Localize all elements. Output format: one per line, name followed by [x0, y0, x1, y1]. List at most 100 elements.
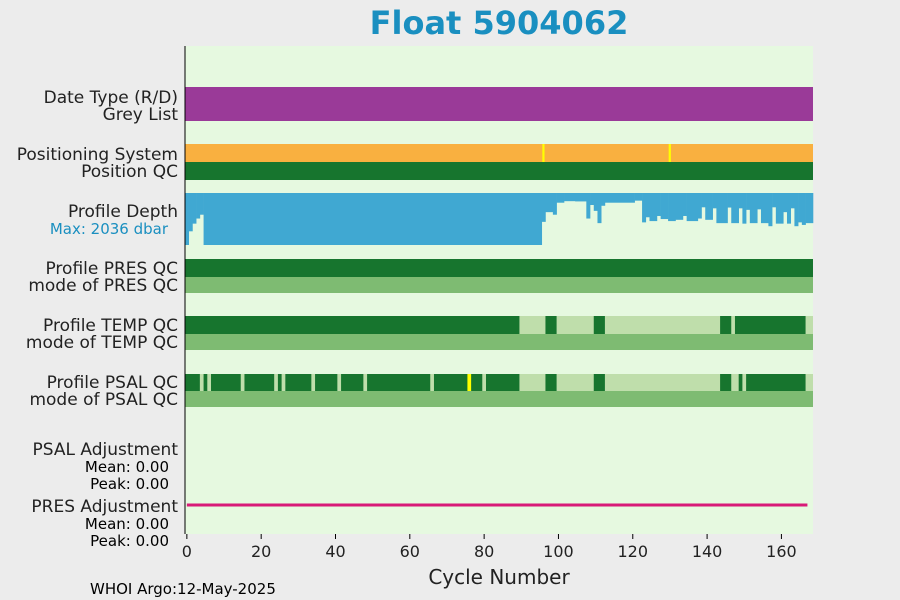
profile-depth-bar — [192, 193, 197, 224]
label-temp-qc: Profile TEMP QC — [43, 316, 178, 336]
x-tick-label: 160 — [766, 542, 797, 561]
temp-qc-segment — [805, 316, 813, 334]
profile-depth-bar — [642, 193, 647, 223]
profile-depth-bar — [634, 193, 643, 201]
profile-depth-bar — [794, 193, 799, 227]
max-depth-label: Max: 2036 dbar — [50, 220, 169, 238]
profile-depth-bar — [783, 193, 788, 213]
profile-depth-bar — [656, 193, 661, 216]
positioning-system-bar — [185, 144, 813, 162]
label-psal-qc: Profile PSAL QC — [47, 373, 178, 393]
temp-mode-bar — [185, 334, 813, 350]
profile-depth-bar — [768, 193, 773, 227]
row-sublabels: Max: 2036 dbar Mean: 0.00 Peak: 0.00 Mea… — [50, 220, 169, 550]
pres-mean-label: Mean: 0.00 — [85, 515, 169, 533]
profile-depth-bar — [742, 193, 747, 224]
profile-depth-bar — [199, 193, 204, 215]
x-axis-label: Cycle Number — [428, 565, 570, 589]
profile-depth-bar — [712, 193, 717, 209]
profile-depth-bar — [697, 193, 702, 219]
label-profile-depth: Profile Depth — [68, 202, 178, 222]
positioning-marker — [668, 144, 671, 162]
psal-qc-segment — [805, 374, 813, 391]
profile-depth-bar — [805, 193, 814, 224]
x-tick-label: 80 — [474, 542, 494, 561]
profile-depth-bar — [660, 193, 669, 220]
profile-depth-bar — [203, 193, 543, 245]
label-positioning-system: Positioning System — [17, 145, 178, 165]
profile-depth-bar — [564, 193, 576, 202]
profile-depth-bar — [701, 193, 706, 208]
label-psal-adjustment: PSAL Adjustment — [33, 440, 179, 460]
x-axis-ticks: 0 20 40 60 80 100 120 140 160 — [182, 534, 797, 561]
label-psal-mode: mode of PSAL QC — [29, 390, 178, 410]
profile-depth-bar — [738, 193, 743, 209]
psal-qc-segment — [430, 374, 434, 391]
profile-depth-bar — [668, 193, 676, 222]
label-pres-mode: mode of PRES QC — [28, 276, 178, 296]
profile-depth-bar — [760, 193, 769, 224]
psal-qc-segment — [363, 374, 368, 391]
psal-qc-segment — [199, 374, 204, 391]
pres-peak-label: Peak: 0.00 — [90, 532, 169, 550]
profile-depth-bar — [727, 193, 732, 208]
temp-qc-segment — [519, 316, 546, 334]
profile-depth-bar — [801, 193, 806, 225]
x-tick-label: 140 — [692, 542, 723, 561]
psal-qc-segment — [519, 374, 546, 391]
x-tick-label: 100 — [543, 542, 574, 561]
x-tick-label: 0 — [182, 542, 192, 561]
psal-qc-segment — [274, 374, 278, 391]
psal-qc-segment — [742, 374, 747, 391]
label-date-type: Date Type (R/D) — [44, 88, 178, 108]
profile-depth-bar — [786, 193, 792, 224]
profile-depth-bar — [575, 193, 587, 202]
label-temp-mode: mode of TEMP QC — [26, 333, 178, 353]
row-bars — [185, 87, 814, 507]
profile-depth-bar — [188, 193, 193, 232]
psal-peak-label: Peak: 0.00 — [90, 475, 169, 493]
profile-depth-bar — [675, 193, 684, 220]
profile-depth-bar — [746, 193, 751, 210]
profile-depth-bar — [749, 193, 758, 224]
positioning-marker — [542, 144, 545, 162]
profile-depth-bar — [590, 193, 595, 206]
profile-depth-bar — [185, 193, 190, 245]
profile-depth-bar — [552, 193, 557, 215]
psal-qc-segment — [240, 374, 245, 391]
profile-depth-bar — [645, 193, 650, 218]
profile-depth-bar — [196, 193, 201, 219]
psal-mode-bar — [185, 391, 813, 407]
psal-qc-segment — [311, 374, 316, 391]
profile-depth-bar — [604, 193, 635, 203]
profile-depth-bar — [686, 193, 699, 222]
x-tick-label: 120 — [618, 542, 649, 561]
profile-depth-bar — [790, 193, 795, 209]
profile-depth-bar — [682, 193, 687, 216]
psal-qc-segment — [731, 374, 739, 391]
psal-mean-label: Mean: 0.00 — [85, 458, 169, 476]
profile-depth-bar — [798, 193, 803, 223]
profile-depth-bar — [716, 193, 728, 224]
x-tick-label: 60 — [400, 542, 420, 561]
profile-depth-bar — [757, 193, 762, 210]
psal-qc-segment — [337, 374, 342, 391]
profile-depth-bar — [772, 193, 777, 208]
pres-mode-bar — [185, 277, 813, 293]
label-pres-adjustment: PRES Adjustment — [31, 497, 178, 517]
profile-depth-bar — [586, 193, 591, 219]
profile-depth-bar — [541, 193, 546, 222]
profile-depth-bar — [731, 193, 739, 224]
psal-qc-segment — [281, 374, 286, 391]
temp-qc-segment — [604, 316, 721, 334]
chart-title: Float 5904062 — [370, 4, 629, 42]
footer-credit: WHOI Argo:12-May-2025 — [90, 580, 276, 598]
psal-qc-segment — [207, 374, 212, 391]
label-position-qc: Position QC — [81, 162, 178, 182]
x-tick-label: 20 — [251, 542, 271, 561]
profile-depth-bar — [649, 193, 658, 222]
profile-depth-bar — [775, 193, 784, 224]
profile-depth-bar — [705, 193, 713, 220]
position-qc-bar — [185, 162, 813, 180]
